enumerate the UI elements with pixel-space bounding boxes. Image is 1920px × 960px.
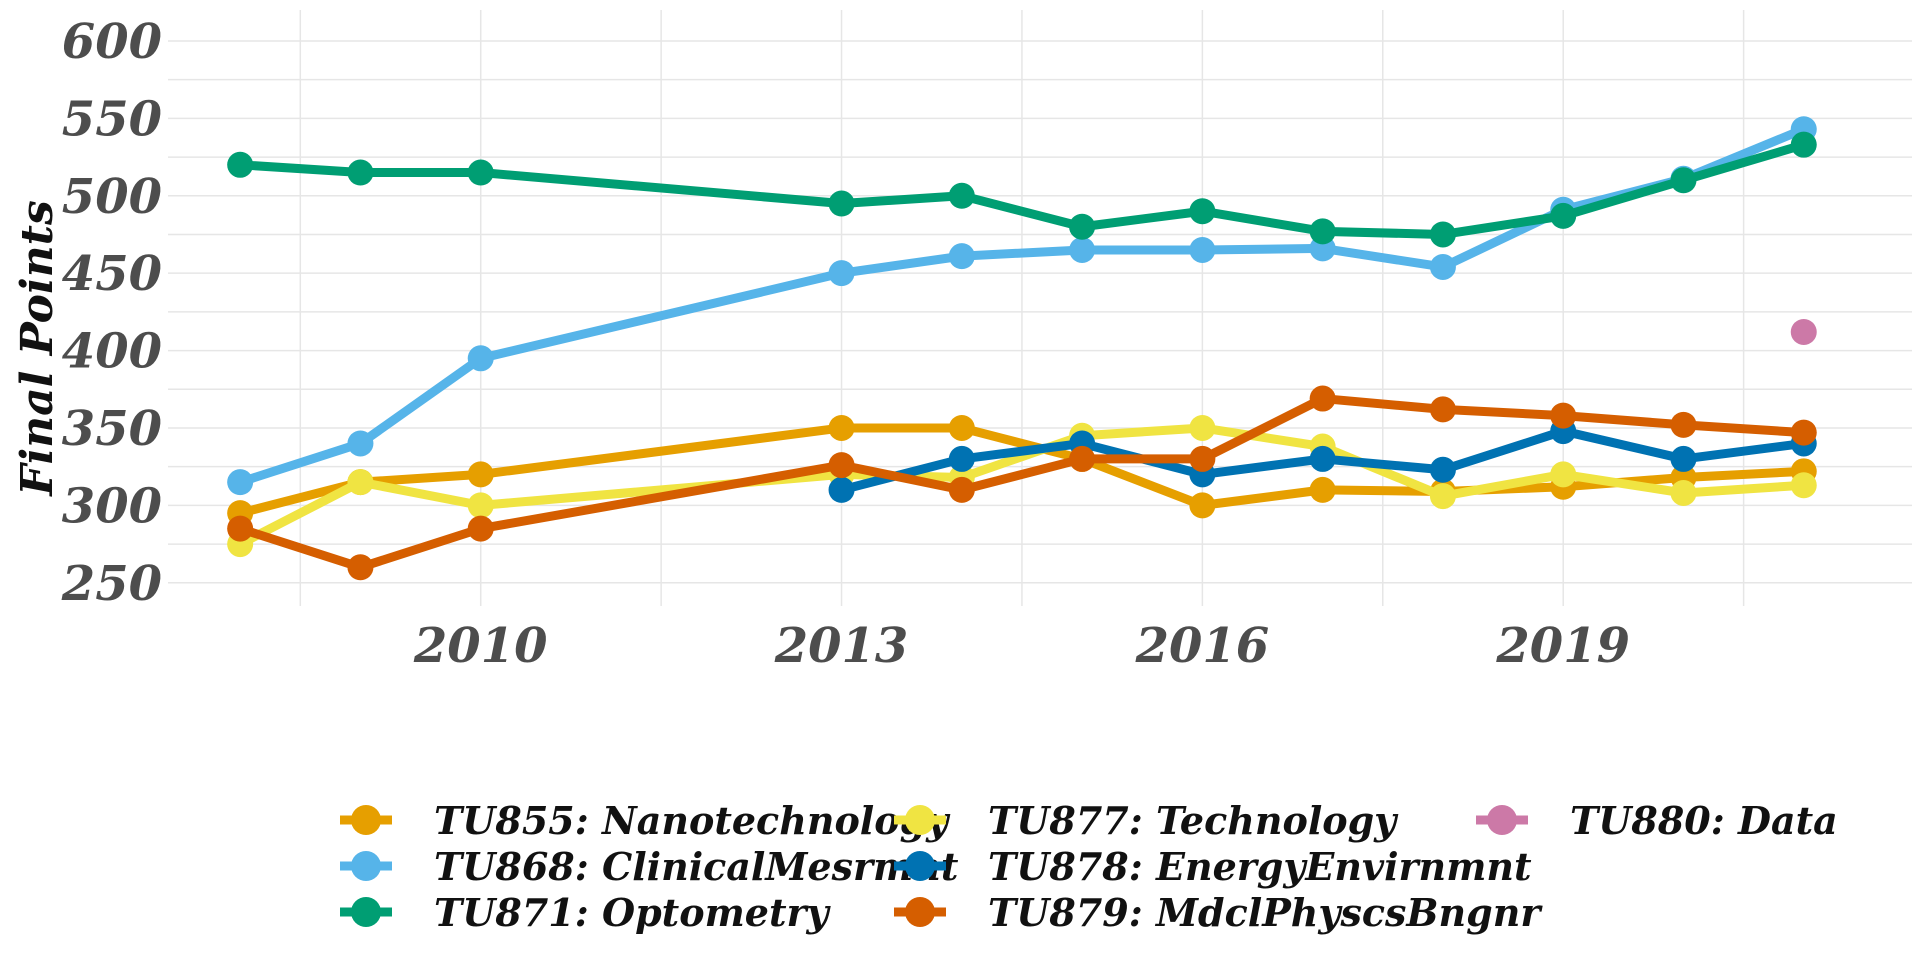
data-point <box>948 445 975 472</box>
y-tick-label: 400 <box>62 324 162 380</box>
data-point <box>227 469 254 496</box>
legend-key-dot <box>905 851 935 881</box>
data-point <box>1309 445 1336 472</box>
data-point <box>1429 456 1456 483</box>
x-tick-label: 2013 <box>774 618 909 674</box>
legend-label: TU868: ClinicalMesrmnt <box>434 844 959 889</box>
data-point <box>467 159 494 186</box>
y-axis-label: Final Points <box>12 200 63 498</box>
data-point <box>948 476 975 503</box>
legend-key-dot <box>905 897 935 927</box>
y-tick-label: 450 <box>62 246 162 302</box>
series-line <box>235 423 1809 549</box>
data-point <box>347 469 374 496</box>
data-point <box>347 554 374 581</box>
data-point <box>1189 445 1216 472</box>
legend-label: TU871: Optometry <box>434 890 832 935</box>
data-point <box>948 243 975 270</box>
legend-key-dot <box>351 805 381 835</box>
data-point <box>227 515 254 542</box>
data-point <box>948 414 975 441</box>
data-point <box>828 260 855 287</box>
data-point <box>1069 236 1096 263</box>
y-tick-label: 600 <box>62 14 162 70</box>
y-tick-label: 250 <box>61 556 162 612</box>
data-point <box>467 345 494 372</box>
data-point <box>467 492 494 519</box>
data-point <box>1790 419 1817 446</box>
legend-item: TU868: ClinicalMesrmnt <box>340 844 959 889</box>
y-tick-label: 550 <box>62 91 162 147</box>
series-6 <box>1790 318 1817 345</box>
data-point <box>828 452 855 479</box>
legend-key-dot <box>351 851 381 881</box>
x-tick-label: 2019 <box>1495 618 1630 674</box>
data-point <box>1429 253 1456 280</box>
series-line <box>235 423 1809 518</box>
series-5 <box>227 385 1817 581</box>
series-line <box>235 394 1809 572</box>
data-point <box>1670 167 1697 194</box>
y-tick-label: 300 <box>62 478 162 534</box>
axes: 250 300 350 400 450 500 550 600 2010 2013 2016 2019 <box>61 14 1630 674</box>
data-point <box>1550 461 1577 488</box>
data-point <box>227 151 254 178</box>
data-point <box>347 159 374 186</box>
legend-item: TU878: EnergyEnvirnmnt <box>894 844 1532 889</box>
legend-label: TU877: Technology <box>988 798 1399 843</box>
data-point <box>1790 131 1817 158</box>
legend-key-dot <box>351 897 381 927</box>
legend-label: TU879: MdclPhyscsBngnr <box>988 890 1543 935</box>
data-point <box>1069 445 1096 472</box>
legend-key-dot <box>905 805 935 835</box>
data-point <box>1550 402 1577 429</box>
series-line <box>235 124 1809 487</box>
data-point <box>1550 202 1577 229</box>
series-layer <box>227 116 1817 581</box>
grid <box>168 10 1912 606</box>
data-point <box>1429 221 1456 248</box>
data-point <box>1429 483 1456 510</box>
data-point <box>828 414 855 441</box>
data-point <box>1670 479 1697 506</box>
legend-key-dot <box>1487 805 1517 835</box>
data-point <box>828 190 855 217</box>
data-point <box>1069 213 1096 240</box>
data-point <box>1189 198 1216 225</box>
data-point <box>1790 472 1817 499</box>
x-tick-label: 2016 <box>1135 618 1270 674</box>
x-tick-label: 2010 <box>413 618 548 674</box>
data-point <box>1670 445 1697 472</box>
data-point <box>948 182 975 209</box>
legend-item: TU879: MdclPhyscsBngnr <box>894 890 1543 935</box>
data-point <box>1670 411 1697 438</box>
data-point <box>1189 236 1216 263</box>
data-point <box>1790 318 1817 345</box>
series-line <box>235 140 1809 239</box>
data-point <box>347 430 374 457</box>
legend-item: TU880: Data <box>1476 798 1838 843</box>
data-point <box>467 515 494 542</box>
data-point <box>1189 492 1216 519</box>
data-point <box>1429 396 1456 423</box>
legend-item: TU871: Optometry <box>340 890 832 935</box>
data-point <box>1309 385 1336 412</box>
y-tick-label: 350 <box>62 401 162 457</box>
data-point <box>467 461 494 488</box>
legend-item: TU877: Technology <box>894 798 1399 843</box>
data-point <box>1309 218 1336 245</box>
legend-label: TU880: Data <box>1570 798 1838 843</box>
data-point <box>1189 414 1216 441</box>
legend-label: TU855: Nanotechnology <box>434 798 951 843</box>
y-tick-label: 500 <box>62 169 162 225</box>
legend-item: TU855: Nanotechnology <box>340 798 951 843</box>
legend-label: TU878: EnergyEnvirnmnt <box>988 844 1532 889</box>
series-2 <box>227 131 1817 248</box>
data-point <box>1309 476 1336 503</box>
data-point <box>828 476 855 503</box>
